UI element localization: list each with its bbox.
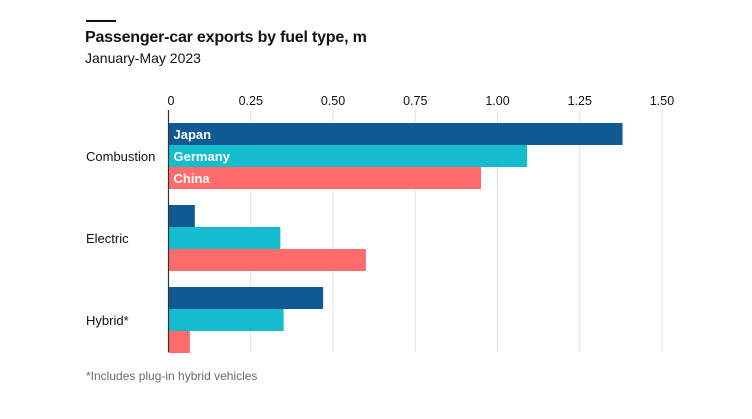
x-tick-label: 1.50 [650, 94, 674, 108]
category-label: Hybrid* [86, 313, 129, 328]
category-label: Combustion [86, 149, 155, 164]
footnote: *Includes plug-in hybrid vehicles [86, 369, 258, 383]
bars: Japan Germany China [168, 123, 623, 353]
category-label: Electric [86, 231, 129, 246]
top-rule [86, 20, 116, 22]
x-tick-labels: 0 0.25 0.50 0.75 1.00 1.25 1.50 [168, 94, 675, 108]
bar-china-combustion [168, 167, 482, 189]
x-tick-label: 1.00 [485, 94, 509, 108]
bar-japan-electric [168, 205, 195, 227]
x-tick-label: 0.75 [403, 94, 427, 108]
bar-china-electric [168, 249, 366, 271]
bar-japan-hybrid [168, 287, 324, 309]
category-labels: Combustion Electric Hybrid* [86, 149, 155, 328]
x-tick-label: 0 [168, 94, 175, 108]
bar-germany-hybrid [168, 309, 284, 331]
chart-subtitle: January-May 2023 [85, 50, 201, 66]
bar-germany-electric [168, 227, 281, 249]
x-tick-label: 0.50 [321, 94, 345, 108]
bar-china-hybrid [168, 331, 190, 353]
legend-label-japan: Japan [174, 127, 212, 142]
chart-title: Passenger-car exports by fuel type, m [85, 29, 367, 46]
legend-label-germany: Germany [174, 149, 231, 164]
legend-label-china: China [174, 171, 211, 186]
x-tick-label: 0.25 [239, 94, 263, 108]
bar-germany-combustion [168, 145, 528, 167]
x-tick-label: 1.25 [568, 94, 592, 108]
bar-japan-combustion [168, 123, 623, 145]
